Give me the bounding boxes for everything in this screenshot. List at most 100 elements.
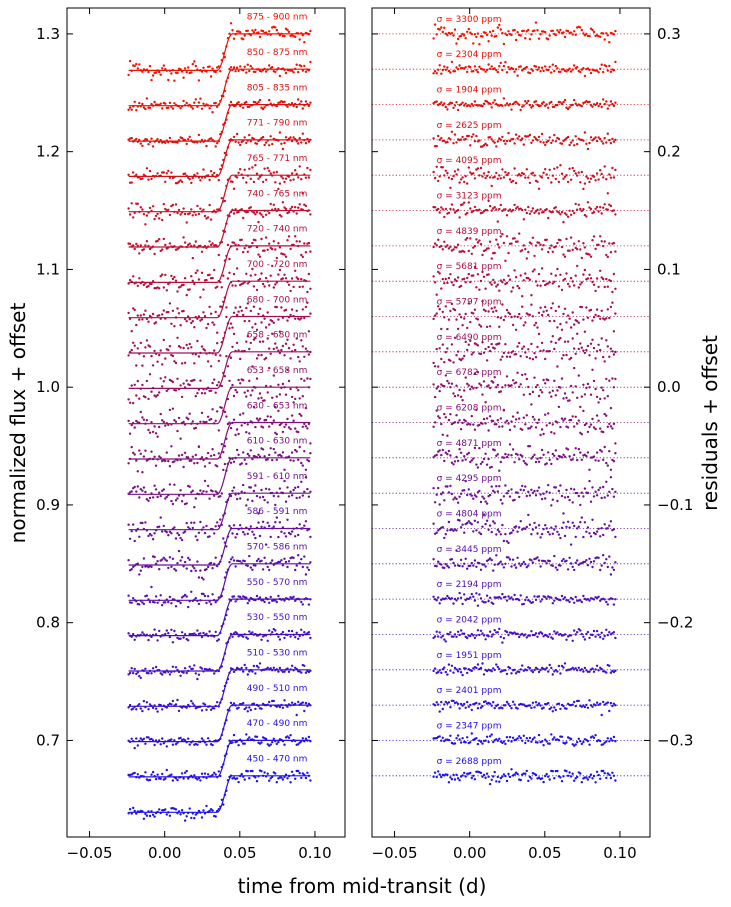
residual-point — [579, 181, 582, 184]
flux-point — [275, 281, 278, 284]
flux-point — [141, 208, 144, 211]
residual-point — [470, 135, 473, 138]
flux-point — [138, 318, 141, 321]
flux-point — [180, 180, 184, 183]
residual-point — [534, 632, 538, 635]
flux-point — [243, 663, 246, 667]
residual-point — [481, 270, 484, 274]
residual-point — [479, 568, 483, 571]
flux-point — [162, 524, 165, 528]
model-curve — [128, 669, 311, 707]
flux-point — [266, 248, 269, 251]
residual-point — [502, 740, 506, 743]
band-label: 470 - 490 nm — [247, 719, 308, 729]
flux-point — [161, 313, 164, 316]
residual-point — [476, 318, 480, 321]
residual-point — [438, 175, 441, 178]
flux-point — [295, 105, 298, 109]
residual-point — [528, 494, 532, 497]
flux-point — [289, 207, 292, 210]
residual-point — [466, 700, 469, 704]
residual-point — [554, 525, 557, 528]
flux-point — [183, 67, 187, 70]
flux-point — [136, 67, 139, 70]
residual-point — [441, 448, 444, 452]
flux-point — [231, 180, 234, 183]
residual-point — [499, 498, 502, 502]
residual-point — [595, 494, 599, 497]
flux-point — [248, 319, 251, 323]
residual-point — [524, 208, 527, 211]
residual-point — [571, 280, 574, 283]
flux-point — [130, 737, 133, 740]
residual-point — [571, 209, 574, 213]
flux-point — [136, 485, 139, 488]
flux-point — [245, 596, 248, 599]
flux-point — [239, 31, 242, 34]
residual-point — [487, 247, 490, 250]
flux-point — [298, 397, 301, 400]
residual-point — [554, 206, 557, 209]
flux-point — [289, 459, 292, 462]
residual-point — [560, 288, 564, 292]
residual-point — [473, 778, 477, 781]
flux-point — [158, 314, 161, 317]
flux-point — [130, 423, 133, 427]
residual-point — [599, 568, 602, 572]
residual-point — [588, 273, 591, 276]
flux-point — [141, 521, 144, 525]
flux-point — [133, 247, 136, 251]
flux-point — [307, 460, 311, 463]
residual-point — [438, 272, 441, 275]
residual-point — [444, 563, 447, 566]
flux-point — [145, 814, 149, 817]
flux-point — [128, 808, 132, 811]
residual-point — [473, 494, 477, 497]
flux-point — [194, 672, 197, 675]
flux-point — [260, 106, 263, 109]
residual-point — [479, 462, 483, 465]
flux-point — [225, 545, 228, 548]
residual-point — [508, 278, 512, 281]
flux-point — [164, 497, 167, 500]
flux-point — [266, 521, 269, 524]
flux-point — [251, 267, 254, 271]
residual-point — [527, 135, 530, 138]
flux-point — [199, 296, 202, 299]
flux-point — [168, 242, 172, 245]
residual-point — [490, 184, 493, 188]
flux-point — [187, 556, 190, 560]
residual-point — [609, 468, 613, 471]
residual-point — [464, 340, 467, 344]
residual-point — [577, 494, 580, 498]
flux-point — [173, 483, 176, 486]
residual-point — [554, 708, 557, 712]
flux-point — [289, 357, 292, 360]
residual-point — [553, 777, 556, 780]
y-tick-label: 0.9 — [36, 496, 60, 514]
residual-point — [525, 525, 528, 529]
residual-point — [482, 417, 486, 421]
residual-point — [499, 460, 502, 464]
flux-point — [257, 253, 260, 256]
residual-point — [455, 414, 458, 417]
residual-point — [505, 630, 509, 634]
flux-point — [261, 282, 265, 286]
residual-point — [602, 244, 605, 248]
residual-point — [524, 176, 527, 179]
flux-point — [217, 452, 220, 455]
residual-point — [525, 636, 528, 639]
flux-point — [249, 566, 252, 569]
residual-point — [544, 774, 547, 778]
residual-point — [453, 742, 457, 745]
residual-point — [433, 176, 437, 180]
residual-point — [614, 535, 617, 539]
residual-point — [499, 138, 502, 141]
residual-point — [530, 303, 533, 306]
flux-point — [127, 673, 130, 676]
residual-point — [600, 240, 603, 243]
residual-point — [554, 309, 557, 313]
residual-point — [583, 268, 587, 272]
flux-point — [162, 338, 165, 342]
residual-point — [455, 497, 458, 501]
